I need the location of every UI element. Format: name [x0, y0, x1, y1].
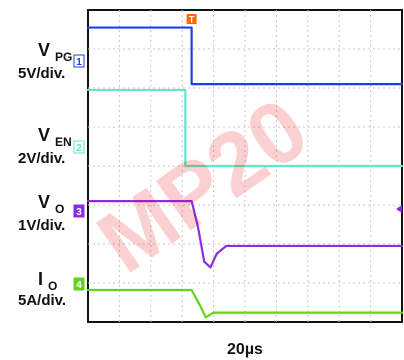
channel-labels: V PG 5V/div. 1 V EN 2V/div. 2 V O 1V/div… [18, 40, 85, 309]
ch1-badge: 1 [76, 57, 82, 68]
ch1-label-sub: PG [55, 50, 72, 64]
trace-ch4 [86, 288, 404, 319]
ch3-offset-marker [396, 205, 402, 213]
ch2-label: V EN [38, 125, 72, 149]
ch3-label-sub: O [55, 202, 64, 216]
trace-ch3 [86, 200, 404, 269]
ch1-scale: 5V/div. [18, 65, 65, 82]
ch1-label-main: V [38, 40, 50, 60]
ch4-label-main: I [38, 269, 43, 289]
ch4-badge-box [73, 277, 85, 291]
ch4-scale: 5A/div. [18, 292, 66, 309]
ch3-badge: 3 [76, 207, 82, 218]
watermark: MP20 [80, 79, 325, 292]
trigger-marker: T [186, 14, 197, 25]
ch1-label: V PG [38, 40, 72, 64]
ch4-badge: 4 [76, 280, 82, 291]
ch2-badge-box [73, 140, 85, 154]
ch4-label-sub: O [48, 279, 57, 293]
ch3-label-main: V [38, 192, 50, 212]
ch3-scale: 1V/div. [18, 217, 65, 234]
ch4-label: I O [38, 269, 57, 293]
ch3-label: V O [38, 192, 64, 216]
ch2-badge: 2 [76, 143, 82, 154]
ch2-scale: 2V/div. [18, 150, 65, 167]
trace-ch2 [86, 88, 404, 168]
trace-ch1 [86, 26, 404, 86]
watermark-text: MP20 [80, 79, 325, 292]
trigger-marker-box [186, 14, 197, 24]
trigger-marker-label: T [189, 15, 195, 25]
ch3-badge-box [73, 204, 85, 218]
x-axis-label: 20µs [227, 341, 263, 358]
ch2-label-sub: EN [55, 135, 72, 149]
ch1-badge-box [73, 54, 85, 68]
ch2-label-main: V [38, 125, 50, 145]
traces [86, 26, 404, 319]
